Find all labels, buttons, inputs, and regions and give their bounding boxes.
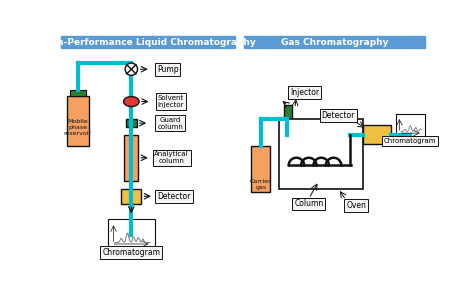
- Text: Detector: Detector: [157, 192, 191, 201]
- Bar: [126, 119, 137, 127]
- Bar: [61, 36, 235, 48]
- Text: Injector: Injector: [291, 88, 319, 97]
- Bar: [279, 119, 363, 189]
- Text: Gas Chromatography: Gas Chromatography: [281, 38, 388, 47]
- Ellipse shape: [124, 96, 139, 107]
- Bar: [363, 125, 391, 144]
- Circle shape: [125, 63, 137, 75]
- Bar: [70, 90, 86, 96]
- Bar: [396, 114, 425, 137]
- Bar: [251, 146, 270, 192]
- Text: Chromatogram: Chromatogram: [384, 138, 437, 144]
- Text: Carrier
gas: Carrier gas: [250, 179, 272, 190]
- Text: Mobile
phase
reservoir: Mobile phase reservoir: [64, 119, 92, 136]
- Text: Chromatogram: Chromatogram: [102, 248, 160, 257]
- Text: Solvent
Injector: Solvent Injector: [157, 95, 184, 108]
- Text: Column: Column: [294, 200, 323, 209]
- Bar: [67, 96, 89, 146]
- Text: Guard
column: Guard column: [157, 117, 183, 130]
- Bar: [244, 36, 425, 48]
- Text: Pump: Pump: [157, 65, 179, 74]
- Text: Detector: Detector: [321, 111, 355, 120]
- Bar: [124, 135, 138, 181]
- Text: Oven: Oven: [346, 201, 366, 210]
- Bar: [121, 189, 141, 204]
- Bar: [284, 105, 292, 119]
- Text: High-Performance Liquid Chromatography: High-Performance Liquid Chromatography: [40, 38, 255, 47]
- Text: Analytical
column: Analytical column: [155, 151, 189, 164]
- Bar: [108, 219, 155, 249]
